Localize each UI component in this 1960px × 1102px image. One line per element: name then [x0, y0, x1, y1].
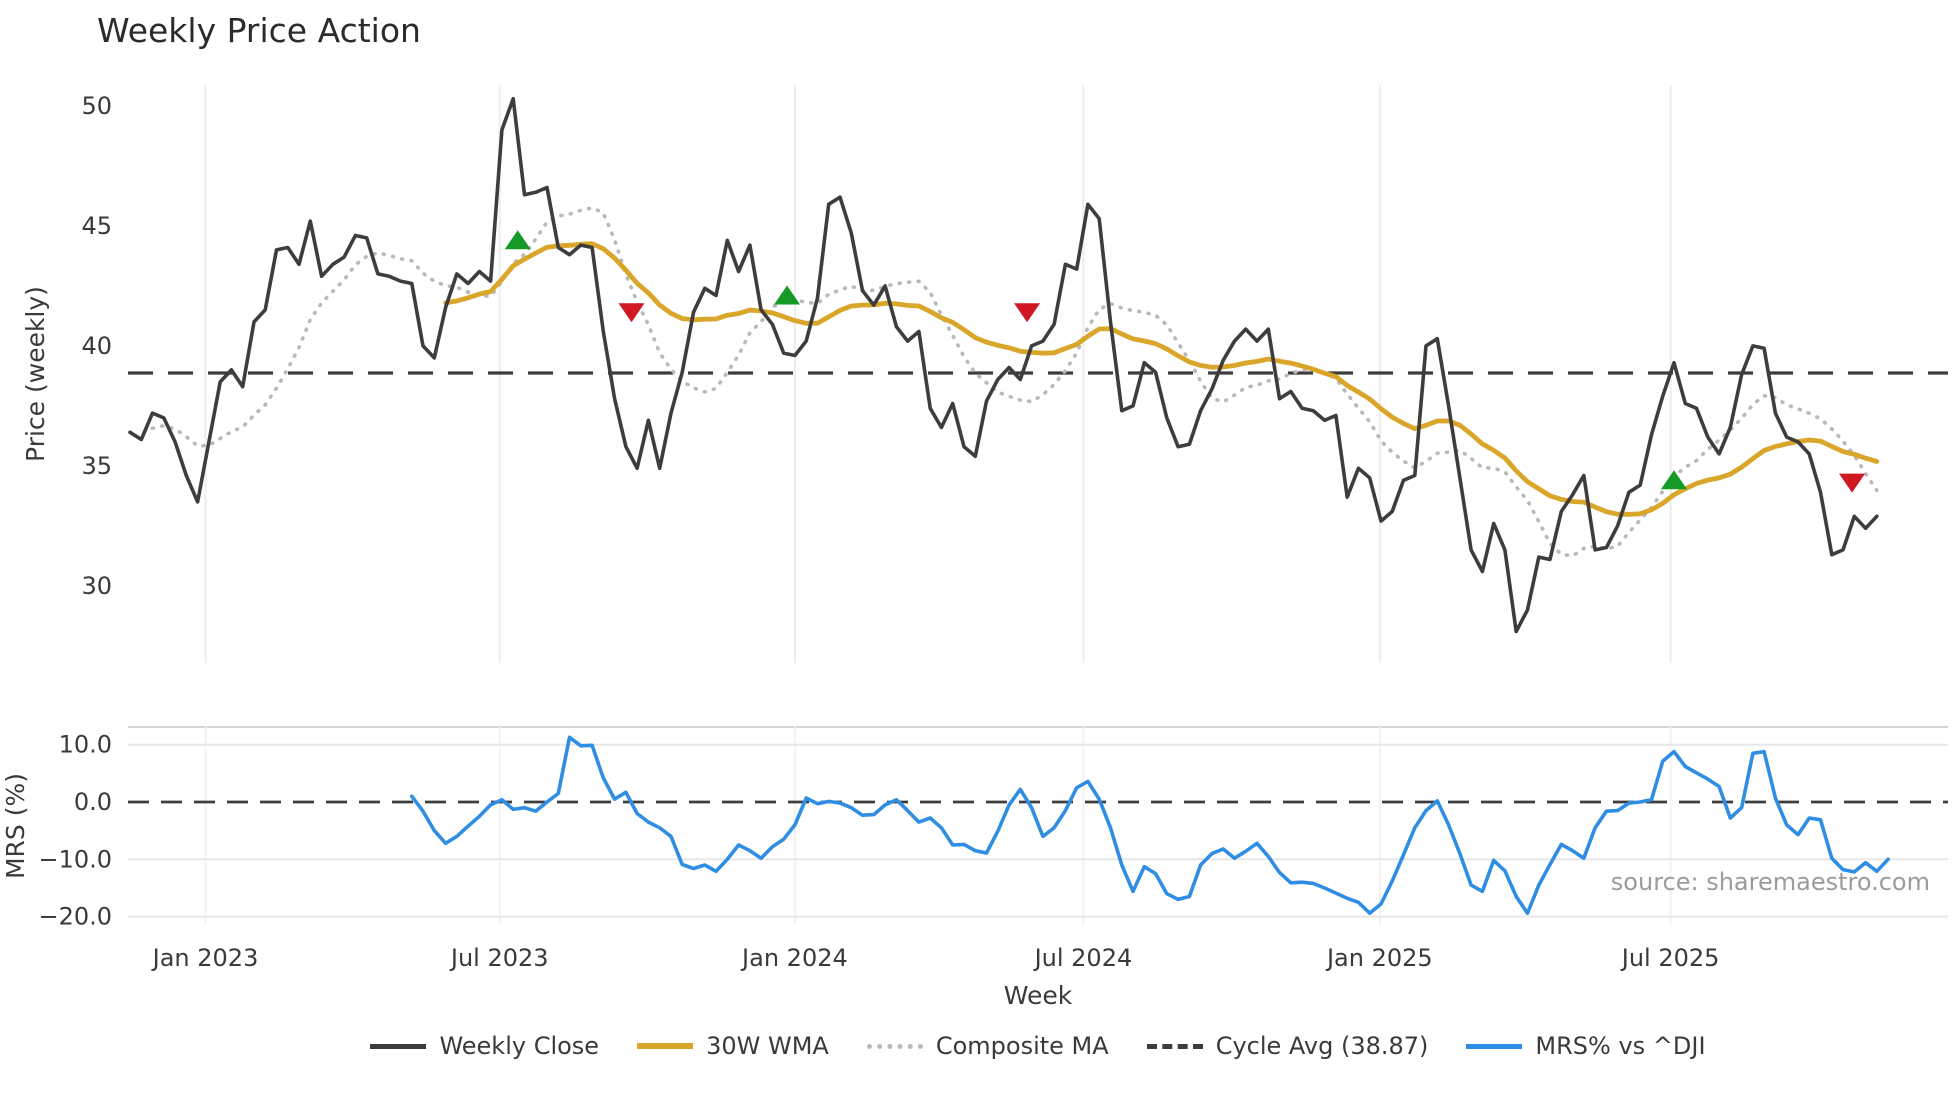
- page-title: Weekly Price Action: [97, 11, 421, 50]
- mrs-axis-title: MRS (%): [1, 773, 30, 879]
- mrs-panel-gridlines: [128, 726, 1948, 925]
- price-y-tick-label: 35: [81, 452, 112, 480]
- source-watermark: source: sharemaestro.com: [1611, 868, 1930, 896]
- composite-ma-line: [150, 206, 1879, 558]
- mrs-line: [409, 735, 1890, 916]
- mrs-y-tick-label: 0.0: [74, 788, 112, 816]
- legend-item-cycle: Cycle Avg (38.87): [1146, 1032, 1429, 1060]
- mrs-y-tick-label: 10.0: [59, 731, 112, 759]
- x-tick-label: Jul 2025: [1620, 944, 1720, 972]
- legend-item-wma: 30W WMA: [637, 1032, 829, 1060]
- x-tick-label: Jul 2024: [1033, 944, 1133, 972]
- legend-item-close: Weekly Close: [370, 1032, 599, 1060]
- sell-marker-icon: [1839, 473, 1866, 493]
- x-tick-label: Jan 2023: [151, 944, 259, 972]
- x-axis-title: Week: [1004, 981, 1073, 1010]
- mrs-panel-series: [128, 735, 1948, 916]
- legend-label: Weekly Close: [439, 1032, 600, 1060]
- legend-swatch-cycle: [1146, 1043, 1203, 1049]
- wma-line: [443, 241, 1880, 517]
- legend-label: Cycle Avg (38.87): [1215, 1032, 1429, 1060]
- legend-item-composite: Composite MA: [866, 1032, 1109, 1060]
- x-tick-label: Jul 2023: [449, 944, 549, 972]
- mrs-y-tick-label: −10.0: [38, 845, 112, 873]
- price-y-tick-label: 50: [81, 92, 112, 120]
- legend-item-mrs: MRS% vs ^DJI: [1466, 1032, 1706, 1060]
- legend-label: Composite MA: [935, 1032, 1109, 1060]
- legend-swatch-mrs: [1466, 1043, 1523, 1049]
- legend-swatch-close: [370, 1043, 427, 1049]
- mrs-y-tick-label: −20.0: [38, 903, 112, 931]
- x-tick-label: Jan 2025: [1325, 944, 1433, 972]
- axis-tick-labels: 30 35 40 45 50 10.0 0.0 −10.0 −20.0 Jan 2023 Jul 2…: [38, 92, 1719, 972]
- price-y-tick-label: 40: [81, 332, 112, 360]
- legend-label: 30W WMA: [706, 1032, 829, 1060]
- x-tick-label: Jan 2024: [740, 944, 848, 972]
- buy-marker-icon: [504, 230, 531, 250]
- buy-marker-icon: [1660, 470, 1687, 490]
- legend-label: MRS% vs ^DJI: [1535, 1032, 1706, 1060]
- price-y-tick-label: 30: [81, 572, 112, 600]
- legend: Weekly Close 30W WMA Composite MA Cycle Avg…: [128, 1032, 1948, 1060]
- sell-marker-icon: [618, 303, 645, 323]
- legend-swatch-composite: [866, 1043, 923, 1049]
- signal-markers: [504, 230, 1866, 493]
- buy-marker-icon: [774, 285, 801, 305]
- price-y-tick-label: 45: [81, 212, 112, 240]
- price-panel-series: [128, 96, 1948, 634]
- sell-marker-icon: [1014, 303, 1041, 323]
- weekly-close-line: [128, 96, 1879, 634]
- price-axis-title: Price (weekly): [21, 286, 50, 462]
- legend-swatch-wma: [637, 1043, 694, 1049]
